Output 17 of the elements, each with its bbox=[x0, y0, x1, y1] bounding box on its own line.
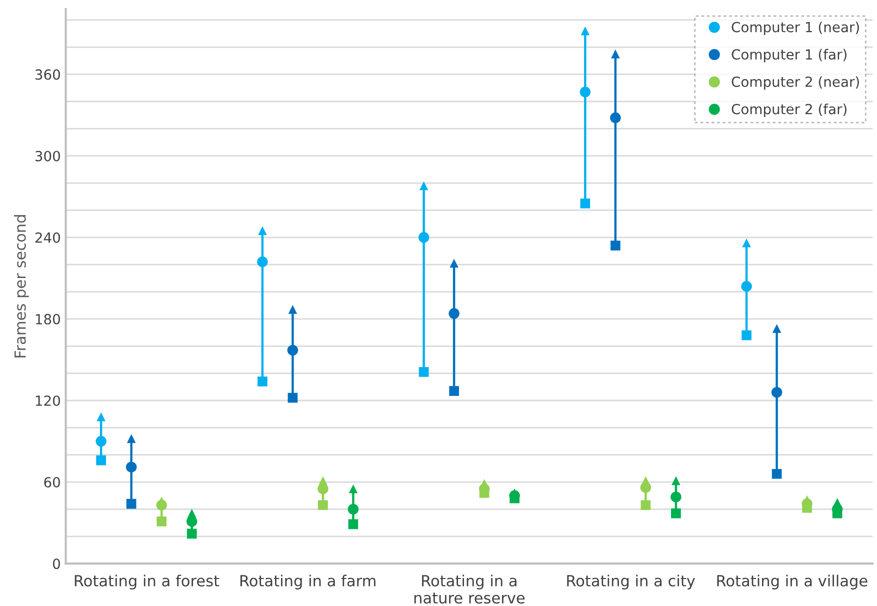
x-tick-label: Rotating in a farm bbox=[240, 574, 376, 590]
x-tick-label: Rotating in a nature reserve bbox=[414, 574, 525, 604]
y-axis-title: Frames per second bbox=[14, 215, 29, 358]
legend-label: Computer 2 (near) bbox=[732, 76, 859, 90]
y-tick-label: 180 bbox=[36, 314, 60, 324]
y-tick-label: 120 bbox=[36, 395, 60, 406]
x-tick-label: Rotating in a forest bbox=[74, 574, 220, 590]
x-tick-label: Rotating in a village bbox=[717, 574, 868, 590]
legend-label: Computer 1 (near) bbox=[732, 22, 859, 36]
y-tick-label: 240 bbox=[35, 232, 60, 243]
y-tick-label: 360 bbox=[35, 69, 60, 80]
y-tick-label: 0 bbox=[52, 558, 60, 570]
legend-label: Computer 1 (far) bbox=[732, 48, 846, 62]
legend-label: Computer 2 (far) bbox=[732, 104, 846, 118]
x-tick-label: Rotating in a city bbox=[567, 574, 695, 590]
y-tick-label: 60 bbox=[44, 477, 60, 488]
y-tick-label: 300 bbox=[35, 150, 60, 162]
